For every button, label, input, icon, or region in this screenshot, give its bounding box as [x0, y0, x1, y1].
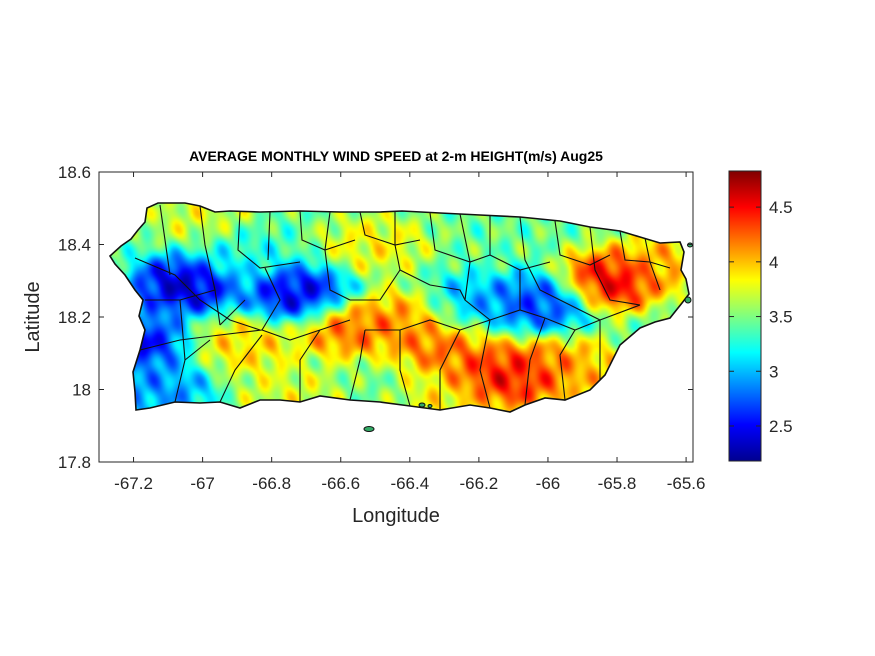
municipality-boundary	[159, 204, 171, 276]
municipality-boundary	[524, 317, 546, 406]
y-tick-label: 18.6	[58, 163, 91, 182]
x-tick-label: -66.8	[252, 474, 291, 493]
municipality-boundary	[267, 211, 271, 261]
municipality-boundary	[459, 309, 546, 331]
municipality-boundary	[399, 330, 411, 407]
municipality-boundary	[139, 329, 263, 351]
colorbar-ticks: 2.5 3 3.5 4 4.5	[729, 198, 793, 436]
municipality-boundary	[479, 319, 491, 409]
municipality-boundary	[199, 205, 221, 326]
x-tick-label: -65.6	[667, 474, 706, 493]
municipality-boundary	[559, 299, 601, 321]
municipality-boundary	[559, 329, 576, 401]
municipality-boundary	[394, 212, 431, 286]
municipality-boundary	[359, 211, 421, 246]
colorbar-tick-label: 4	[769, 253, 778, 272]
municipality-boundary	[350, 269, 401, 301]
colorbar-tick-label: 2.5	[769, 417, 793, 436]
municipality-boundary	[299, 329, 321, 402]
colorbar	[728, 170, 762, 462]
municipality-boundary	[324, 211, 351, 301]
y-tick-label: 18.2	[58, 308, 91, 327]
x-tick-label: -66.6	[321, 474, 360, 493]
y-tick-label: 18.4	[58, 236, 91, 255]
chart-title: AVERAGE MONTHLY WIND SPEED at 2-m HEIGHT…	[189, 148, 603, 164]
municipality-boundary	[179, 299, 186, 361]
y-axis: 17.8 18 18.2 18.4 18.6	[58, 163, 693, 472]
y-axis-label: Latitude	[22, 281, 44, 352]
municipality-boundary	[219, 299, 246, 326]
island-coastline	[108, 202, 690, 413]
wind-heatmap-image	[110, 203, 689, 412]
municipality-boundary	[365, 319, 461, 331]
municipality-boundary	[261, 319, 351, 341]
municipality-boundary	[429, 212, 491, 263]
municipality-boundary	[299, 210, 356, 251]
islet	[684, 296, 692, 304]
colorbar-tick-label: 3	[769, 362, 778, 381]
colorbar-tick-label: 3.5	[769, 308, 793, 327]
municipality-boundary	[554, 220, 611, 266]
municipality-boundary	[439, 329, 461, 410]
islet	[427, 404, 433, 408]
municipality-boundary	[429, 284, 491, 321]
x-tick-label: -65.8	[598, 474, 637, 493]
colorbar-tick-label: 4.5	[769, 198, 793, 217]
municipality-boundary	[644, 237, 661, 291]
municipality-boundary	[519, 216, 561, 301]
x-tick-label: -66.2	[460, 474, 499, 493]
municipality-boundary	[589, 226, 641, 306]
x-axis-label: Longitude	[352, 505, 440, 527]
y-tick-label: 17.8	[58, 453, 91, 472]
x-tick-label: -67	[190, 474, 215, 493]
x-axis: -67.2 -67 -66.8 -66.6 -66.4 -66.2 -66 -65.8 -65.…	[114, 172, 705, 493]
x-tick-label: -66.4	[390, 474, 429, 493]
x-tick-label: -66	[536, 474, 561, 493]
municipality-boundary	[237, 211, 301, 269]
x-tick-label: -67.2	[114, 474, 153, 493]
municipality-boundaries	[134, 204, 671, 410]
islet	[418, 402, 426, 408]
y-tick-label: 18	[72, 381, 91, 400]
municipality-boundary	[619, 230, 671, 269]
municipality-boundary	[489, 215, 551, 271]
islet	[363, 426, 375, 432]
municipality-boundary	[261, 267, 281, 331]
municipality-boundary	[544, 304, 641, 331]
municipality-boundary	[134, 257, 261, 331]
municipality-boundary	[349, 329, 366, 401]
municipality-boundary	[459, 213, 471, 301]
municipality-boundary	[219, 334, 263, 403]
wind-heatmap	[110, 203, 689, 412]
offshore-islets	[363, 242, 693, 432]
